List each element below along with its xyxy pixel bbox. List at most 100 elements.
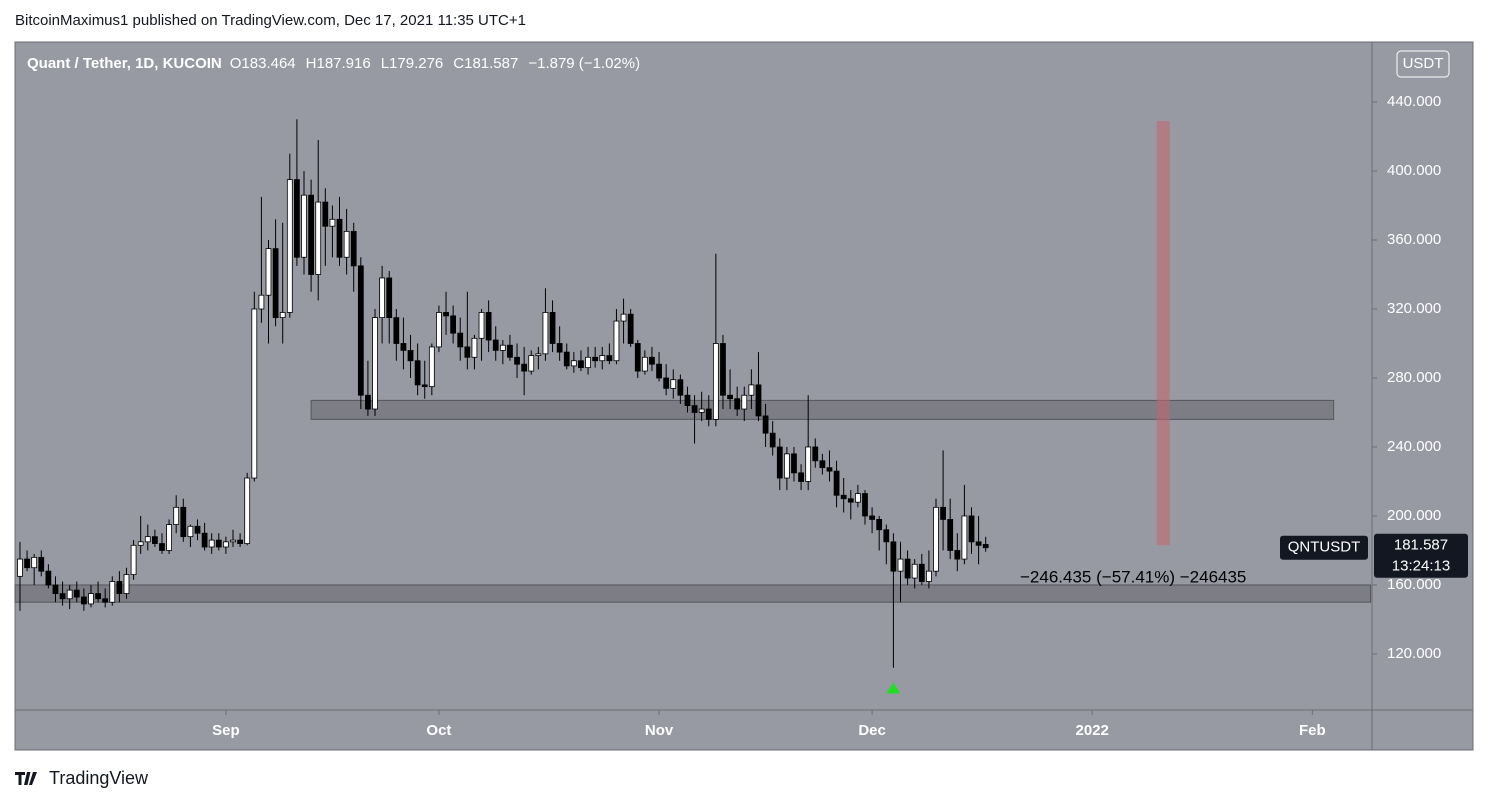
candle-body (606, 355, 613, 362)
candle-body (279, 312, 286, 319)
candle-body (258, 294, 265, 310)
candle-body (38, 556, 45, 572)
symbol-tag-text: QNTUSDT (1288, 539, 1361, 556)
candle-body (251, 308, 258, 479)
candle-body (734, 398, 741, 410)
candle-body (783, 453, 790, 479)
candle-body (975, 541, 982, 546)
candle-body (52, 584, 59, 594)
candle-body (883, 529, 890, 543)
y-tick-label: 320.000 (1387, 300, 1441, 317)
candle-body (499, 344, 506, 351)
currency[interactable]: USDT (1403, 55, 1444, 72)
candle-body (833, 470, 840, 496)
candle-body (741, 394, 748, 410)
candle-body (166, 524, 172, 551)
candle-body (641, 356, 648, 372)
candle-body (272, 248, 279, 319)
candle-body (109, 581, 116, 603)
candle-body (336, 218, 343, 258)
y-tick-label: 360.000 (1387, 231, 1441, 248)
candle-body (528, 355, 535, 372)
candle-body (947, 519, 954, 551)
candle-body (954, 550, 961, 560)
candle-body (159, 543, 165, 551)
x-tick-label: 2022 (1076, 722, 1109, 739)
plot (14, 119, 1372, 694)
candle-body (769, 432, 776, 448)
candle-body (592, 356, 599, 362)
y-tick-label: 200.000 (1387, 507, 1441, 524)
footer-logo (15, 772, 37, 785)
publish-info: BitcoinMaximus1 published on TradingView… (15, 12, 526, 29)
candle-body (762, 415, 769, 434)
candle-body (847, 498, 854, 503)
signal-arrow (886, 682, 901, 694)
candle-body (876, 519, 883, 531)
candle-body (116, 581, 123, 594)
candle-body (308, 194, 314, 275)
measure-label: −246.435 (−57.41%) −246435 (1020, 567, 1246, 586)
y-tick-label: 280.000 (1387, 369, 1441, 386)
candle-body (656, 363, 662, 379)
ohlc-value: H187.916 (306, 55, 371, 72)
candle-body (294, 179, 300, 258)
candle-body (720, 343, 726, 396)
price-tag-value: 181.587 (1394, 537, 1448, 554)
candle-body (137, 541, 144, 546)
candle-body (649, 356, 655, 365)
candle-body (826, 467, 833, 472)
candle-body (599, 355, 606, 362)
candle-body (677, 379, 684, 396)
candle-body (578, 360, 584, 369)
candle-body (691, 405, 698, 413)
candle-body (379, 277, 386, 319)
candle-body (286, 179, 293, 313)
candle-body (322, 201, 329, 227)
candle-body (940, 506, 946, 520)
candle-body (613, 320, 620, 362)
candle-body (485, 312, 492, 341)
candle-body (620, 313, 627, 322)
footer-brand: TradingView (49, 768, 149, 788)
candle-body (570, 360, 577, 367)
y-tick-label: 440.000 (1387, 93, 1441, 110)
candle-body (556, 343, 563, 353)
symbol-header: Quant / Tether, 1D, KUCOIN (27, 55, 222, 72)
candle-body (152, 536, 158, 544)
candle-body (59, 593, 66, 600)
candle-body (627, 313, 634, 344)
candle-body (329, 218, 336, 227)
candle-body (698, 408, 705, 413)
candle-body (421, 384, 428, 388)
candle-body (585, 356, 591, 369)
candle-body (549, 312, 556, 344)
candle-body (897, 558, 904, 572)
candle-body (904, 558, 911, 579)
candle-body (514, 356, 520, 365)
candle-body (130, 544, 137, 576)
candle-body (350, 230, 357, 267)
x-tick-label: Dec (858, 722, 886, 739)
candle-body (507, 344, 513, 358)
candle-body (88, 593, 94, 605)
candle-body (563, 351, 570, 367)
candle-body (123, 574, 130, 594)
candle-body (684, 394, 691, 406)
symbol-tag (1280, 535, 1368, 560)
candle-body (102, 598, 109, 603)
currency-button[interactable] (1396, 50, 1450, 78)
x-tick-label: Oct (426, 722, 451, 739)
ohlc-value: C181.587 (453, 55, 518, 72)
price-tag (1374, 533, 1468, 578)
candle-body (478, 312, 485, 339)
x-tick-label: Feb (1299, 722, 1326, 739)
candle-body (414, 360, 421, 386)
y-tick-label: 160.000 (1387, 576, 1441, 593)
candle-body (464, 346, 471, 358)
candle-body (208, 539, 215, 548)
x-tick-label: Sep (212, 722, 240, 739)
candle-body (535, 353, 542, 356)
candle-body (492, 339, 499, 351)
